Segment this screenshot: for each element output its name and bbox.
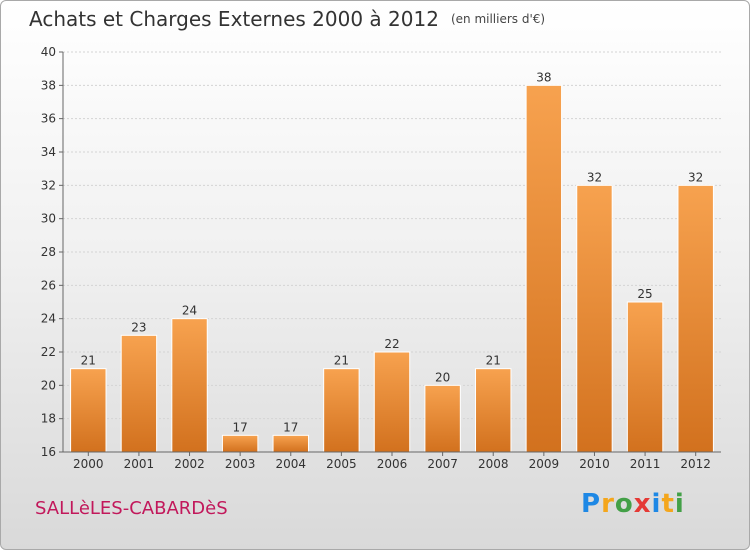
value-label-2003: 17 [233,420,248,434]
x-tick-label-2006: 2006 [377,457,408,471]
value-label-2010: 32 [587,170,602,184]
y-tick-label: 26 [41,278,56,292]
x-tick-label-2009: 2009 [529,457,560,471]
value-label-2009: 38 [536,70,551,84]
bar-2008 [475,368,512,453]
value-label-2001: 23 [131,320,146,334]
logo-letter: t [661,489,675,519]
x-tick-label-2002: 2002 [174,457,205,471]
value-label-2000: 21 [81,354,96,368]
labels: 16 18 20 22 24 26 28 30 32 34 36 38 40 21 2000 23 2001 24… [41,45,711,471]
y-tick-label: 38 [41,78,56,92]
logo-letter: i [674,489,685,519]
bar-2007 [424,384,461,453]
value-label-2008: 21 [486,354,501,368]
y-tick-label: 30 [41,212,56,226]
bar-2005 [323,368,360,453]
bar-2012 [677,184,714,453]
y-tick-label: 32 [41,178,56,192]
bar-2003 [221,434,259,453]
logo-letter: o [614,489,634,519]
bar-2006 [373,351,411,453]
y-tick-label: 18 [41,412,56,426]
y-tick-label: 36 [41,112,56,126]
proxiti-logo: Proxiti [581,489,685,519]
x-tick-label-2004: 2004 [275,457,306,471]
value-label-2002: 24 [182,304,197,318]
value-label-2007: 20 [435,370,450,384]
y-tick-label: 16 [41,445,56,459]
x-tick-label-2010: 2010 [579,457,610,471]
bar-2009 [525,84,563,453]
logo-letter: i [651,489,662,519]
x-tick-label-2003: 2003 [225,457,256,471]
y-tick-label: 24 [41,312,56,326]
x-tick-label-2007: 2007 [427,457,458,471]
y-tick-label: 20 [41,378,56,392]
x-tick-label-2005: 2005 [326,457,357,471]
x-tick-label-2012: 2012 [680,457,711,471]
chart-title: Achats et Charges Externes 2000 à 2012 [29,7,439,31]
bar-2010 [576,184,613,453]
y-tick-label: 40 [41,45,56,59]
value-label-2004: 17 [283,420,298,434]
x-tick-label-2011: 2011 [630,457,661,471]
value-label-2006: 22 [384,337,399,351]
axes [59,51,721,456]
x-tick-label-2001: 2001 [124,457,155,471]
commune-name: SALLèLES-CABARDèS [35,498,228,519]
value-label-2005: 21 [334,354,349,368]
logo-letter: P [581,489,602,519]
value-label-2012: 32 [688,170,703,184]
bar-2001 [120,334,158,453]
y-tick-label: 34 [41,145,56,159]
x-tick-label-2008: 2008 [478,457,509,471]
bar-2011 [626,301,664,453]
y-tick-label: 28 [41,245,56,259]
value-label-2011: 25 [637,287,652,301]
logo-letter: r [601,489,615,519]
chart-subtitle: (en milliers d'€) [450,12,546,26]
bar-2004 [272,434,309,453]
chart-title-block: Achats et Charges Externes 2000 à 2012 (e… [29,7,545,31]
bars [70,84,714,453]
bar-2000 [70,368,107,453]
bar-2002 [171,318,208,453]
logo-letter: x [633,489,652,519]
x-tick-label-2000: 2000 [73,457,104,471]
y-tick-label: 22 [41,345,56,359]
